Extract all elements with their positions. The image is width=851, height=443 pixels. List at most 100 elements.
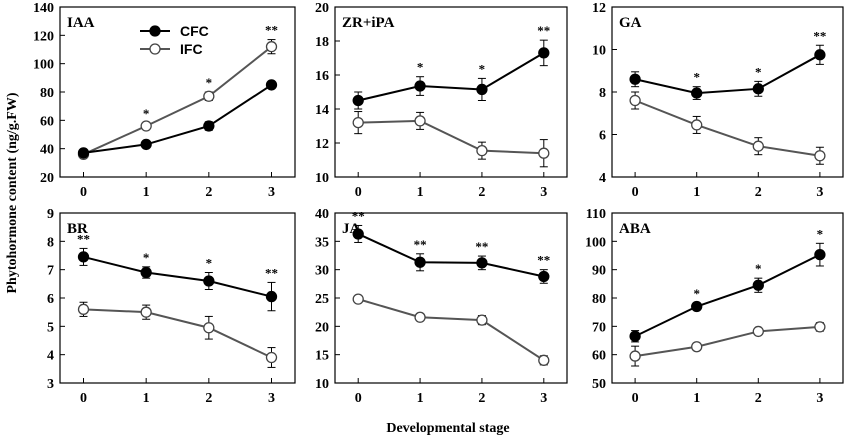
series-cfc [629,242,826,343]
significance-mark: * [755,261,762,276]
x-tick-label: 2 [205,391,212,406]
y-axis-title: Phytohormone content (ng/g.FW) [5,92,20,293]
cfc-point [752,279,764,291]
cfc-point [265,79,278,91]
y-tick-label: 140 [33,1,54,16]
y-tick-label: 14 [315,103,329,118]
series-cfc [629,44,826,100]
y-tick-label: 25 [315,292,329,307]
series-ifc [77,39,278,160]
x-tick-label: 1 [417,391,424,406]
y-tick-label: 7 [47,264,54,279]
cfc-line [634,253,821,338]
series-cfc [352,39,550,110]
x-tick-label: 3 [268,391,275,406]
significance-mark: * [206,75,213,90]
y-tick-label: 15 [315,349,329,364]
x-tick-label: 0 [632,185,639,200]
significance-mark: * [755,64,762,79]
x-tick-label: 3 [540,391,547,406]
x-tick-label: 3 [816,185,823,200]
y-tick-label: 9 [47,207,54,222]
x-tick-label: 1 [693,391,700,406]
ifc-line [83,308,272,359]
ifc-point [203,322,215,334]
significance-mark: * [479,61,486,76]
y-tick-label: 4 [599,171,606,186]
x-tick-label: 1 [143,391,150,406]
ifc-point [414,115,426,127]
cfc-point [140,266,152,279]
ifc-point [691,341,703,353]
cfc-point [629,330,641,342]
y-tick-label: 8 [599,86,606,101]
panel-title: GA [619,15,642,31]
x-axis-title: Developmental stage [386,421,509,436]
cfc-line [634,53,821,95]
x-tick-label: 0 [355,391,362,406]
y-tick-label: 12 [592,1,606,16]
legend: CFC IFC [140,23,209,57]
cfc-point [538,47,550,59]
panel-frame [611,6,844,178]
series-ifc [77,301,278,368]
x-tick-label: 3 [540,185,547,200]
y-tick-label: 100 [585,235,606,250]
y-tick-label: 100 [33,58,54,73]
cfc-point [476,83,488,96]
x-tick-label: 0 [80,391,87,406]
series-cfc [352,224,550,284]
y-tick-label: 120 [33,29,54,44]
x-tick-label: 2 [755,185,762,200]
cfc-point [77,147,90,159]
ifc-point [629,94,641,107]
y-tick-label: 60 [40,114,54,129]
y-tick-label: 5 [47,320,54,335]
y-tick-label: 12 [315,137,329,152]
series-ifc [629,91,826,165]
x-tick-label: 1 [693,185,700,200]
significance-mark: * [693,70,700,85]
series-ifc [352,293,550,366]
series-ifc [629,321,826,367]
x-tick-label: 3 [268,185,275,200]
ifc-line [634,99,821,157]
cfc-point [814,248,826,261]
cfc-point [352,228,364,240]
ifc-point [538,354,550,366]
cfc-line [83,84,273,154]
ifc-line [357,298,545,362]
significance-mark: * [693,286,700,301]
y-tick-label: 8 [47,235,54,250]
panel-title: IAA [67,15,95,31]
series-ifc [352,111,550,168]
y-tick-label: 20 [315,320,329,335]
y-tick-label: 40 [315,207,329,222]
x-tick-label: 2 [205,185,212,200]
y-tick-label: 10 [315,377,329,392]
significance-mark: ** [352,208,365,223]
ifc-point [352,293,364,305]
panel-frame [59,212,296,384]
panel-frame [334,6,568,178]
ifc-point [752,325,764,338]
ifc-point [140,306,152,318]
ifc-point [265,41,278,53]
series-cfc [77,247,278,312]
significance-mark: * [143,106,150,121]
panel-title: ZR+iPA [342,15,395,31]
y-tick-label: 35 [315,235,329,250]
y-tick-label: 60 [592,349,606,364]
y-tick-label: 16 [315,69,329,84]
significance-mark: ** [537,253,550,268]
legend-label-cfc: CFC [180,23,209,39]
ifc-line [83,45,273,156]
x-tick-label: 3 [816,391,823,406]
